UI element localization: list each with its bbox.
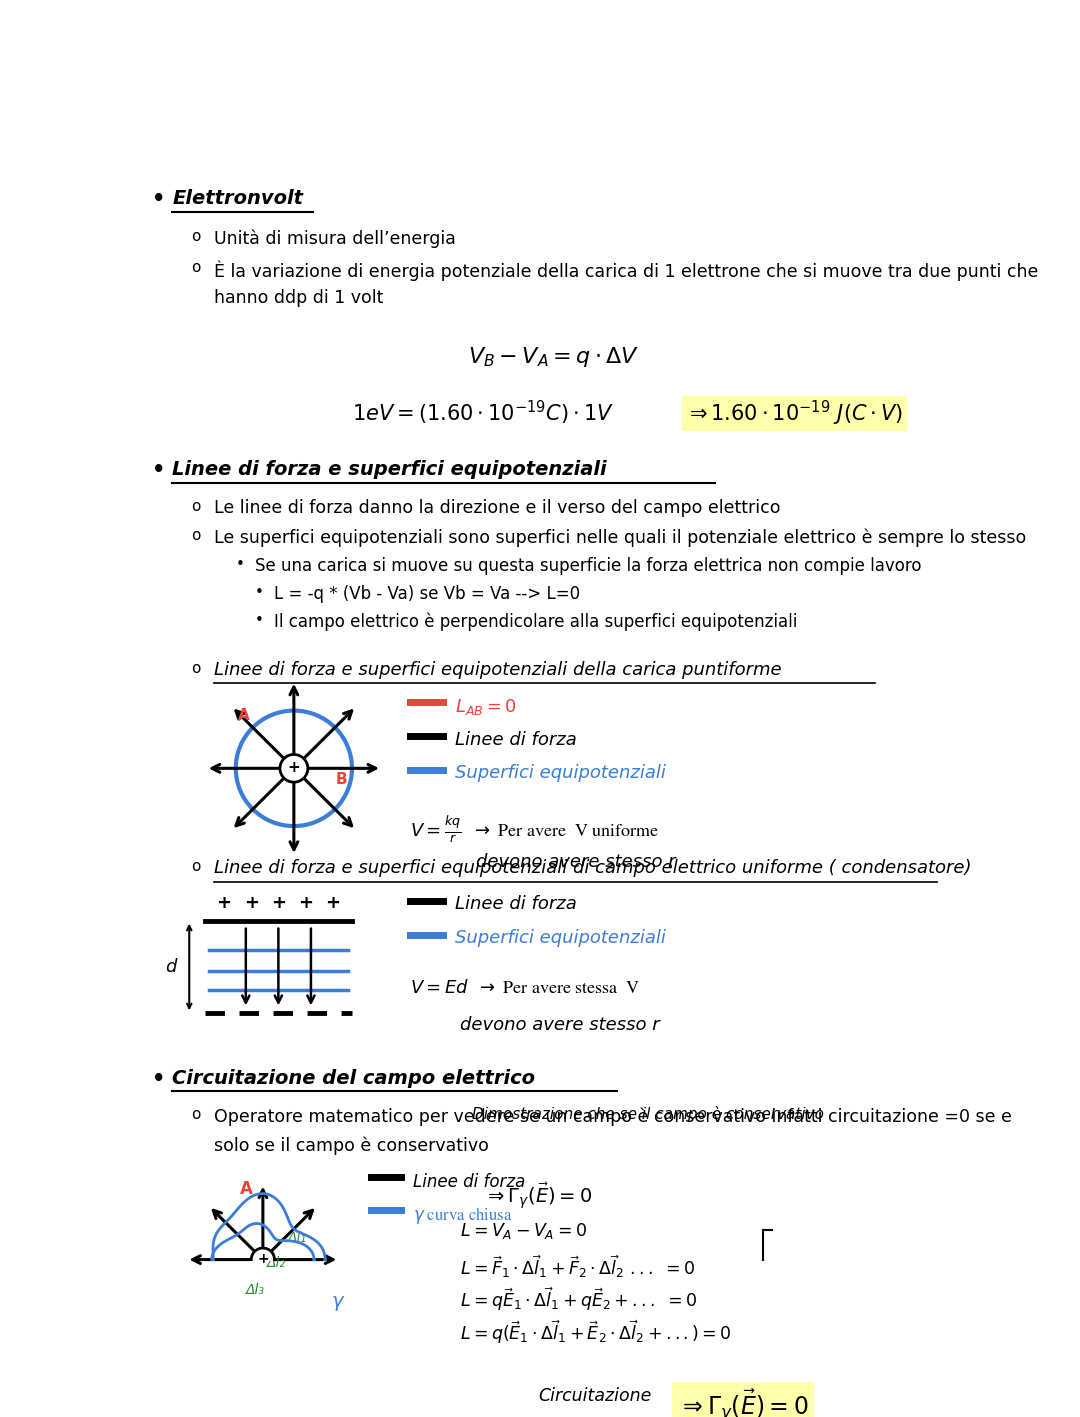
Text: A: A bbox=[240, 1180, 253, 1197]
Text: devono avere stesso r: devono avere stesso r bbox=[476, 853, 676, 871]
Text: Le linee di forza danno la direzione e il verso del campo elettrico: Le linee di forza danno la direzione e i… bbox=[214, 499, 781, 517]
Text: +: + bbox=[257, 1251, 269, 1265]
Text: +: + bbox=[287, 760, 300, 775]
Text: Il campo elettrico è perpendicolare alla superfici equipotenziali: Il campo elettrico è perpendicolare alla… bbox=[274, 612, 798, 632]
Text: o: o bbox=[191, 859, 200, 874]
Text: $V_B - V_A = q \cdot \Delta V$: $V_B - V_A = q \cdot \Delta V$ bbox=[468, 344, 639, 368]
Text: Le superfici equipotenziali sono superfici nelle quali il potenziale elettrico è: Le superfici equipotenziali sono superfi… bbox=[214, 529, 1026, 547]
Text: $\Rightarrow\Gamma_\gamma(\vec{E}) = 0$: $\Rightarrow\Gamma_\gamma(\vec{E}) = 0$ bbox=[677, 1387, 808, 1417]
Text: $L = q\vec{E}_1 \cdot \Delta\vec{l}_1 + q\vec{E}_2 + ...\ = 0$: $L = q\vec{E}_1 \cdot \Delta\vec{l}_1 + … bbox=[460, 1285, 698, 1314]
Text: $L = V_A - V_A = 0$: $L = V_A - V_A = 0$ bbox=[460, 1221, 588, 1241]
Text: +: + bbox=[271, 894, 286, 911]
Text: $L = \vec{F}_1 \cdot \Delta\vec{l}_1 + \vec{F}_2 \cdot \Delta\vec{l}_2\ ...\ = 0: $L = \vec{F}_1 \cdot \Delta\vec{l}_1 + \… bbox=[460, 1254, 696, 1280]
Text: •: • bbox=[255, 585, 264, 599]
Text: Linee di forza: Linee di forza bbox=[455, 896, 577, 914]
Text: $V = \frac{kq}{r}$  $\rightarrow$ Per avere  V uniforme: $V = \frac{kq}{r}$ $\rightarrow$ Per ave… bbox=[410, 815, 660, 845]
Text: o: o bbox=[191, 230, 200, 244]
Text: Unità di misura dell’energia: Unità di misura dell’energia bbox=[214, 230, 456, 248]
Text: Circuitazione: Circuitazione bbox=[538, 1387, 651, 1406]
Text: Linee di forza e superfici equipotenziali della carica puntiforme: Linee di forza e superfici equipotenzial… bbox=[214, 660, 782, 679]
Text: •: • bbox=[235, 557, 245, 572]
Text: Elettronvolt: Elettronvolt bbox=[172, 190, 303, 208]
Text: +: + bbox=[244, 894, 259, 911]
Text: $\Rightarrow 1.60 \cdot 10^{-19}\ J(C \cdot V)$: $\Rightarrow 1.60 \cdot 10^{-19}\ J(C \c… bbox=[685, 398, 903, 428]
Text: Superfici equipotenziali: Superfici equipotenziali bbox=[455, 765, 666, 782]
Text: $L = q(\vec{E}_1 \cdot \Delta\vec{l}_1 + \vec{E}_2 \cdot \Delta\vec{l}_2 + ...) : $L = q(\vec{E}_1 \cdot \Delta\vec{l}_1 +… bbox=[460, 1318, 732, 1346]
Text: o: o bbox=[191, 660, 200, 676]
Text: Linee di forza e superfici equipotenziali: Linee di forza e superfici equipotenzial… bbox=[172, 461, 607, 479]
Text: Δl₁: Δl₁ bbox=[287, 1231, 307, 1246]
Text: A: A bbox=[238, 708, 249, 724]
Text: $V = Ed$  $\rightarrow$ Per avere stessa  V: $V = Ed$ $\rightarrow$ Per avere stessa … bbox=[410, 979, 640, 998]
Text: •: • bbox=[152, 461, 165, 480]
Text: +: + bbox=[325, 894, 340, 911]
Text: Dimostrazione che se il campo è conservativo: Dimostrazione che se il campo è conserva… bbox=[472, 1105, 824, 1122]
Text: devono avere stesso r: devono avere stesso r bbox=[460, 1016, 660, 1034]
Text: o: o bbox=[191, 529, 200, 543]
Text: $\Rightarrow \Gamma_\gamma(\vec{E}) = 0$: $\Rightarrow \Gamma_\gamma(\vec{E}) = 0$ bbox=[484, 1180, 592, 1212]
Text: γ: γ bbox=[332, 1292, 342, 1312]
Text: B: B bbox=[336, 772, 348, 788]
Text: •: • bbox=[152, 1068, 165, 1088]
Text: •: • bbox=[152, 190, 165, 210]
Text: È la variazione di energia potenziale della carica di 1 elettrone che si muove t: È la variazione di energia potenziale de… bbox=[214, 261, 1039, 281]
Text: Δl₂: Δl₂ bbox=[267, 1257, 286, 1271]
Text: d: d bbox=[164, 958, 176, 976]
Text: Linee di forza: Linee di forza bbox=[455, 731, 577, 748]
Text: Δl₃: Δl₃ bbox=[246, 1284, 265, 1298]
Circle shape bbox=[252, 1248, 274, 1271]
Text: $1eV = (1.60 \cdot 10^{-19}C) \cdot 1V$: $1eV = (1.60 \cdot 10^{-19}C) \cdot 1V$ bbox=[352, 398, 613, 427]
Circle shape bbox=[280, 754, 308, 782]
Text: o: o bbox=[191, 499, 200, 514]
Text: L = -q * (Vb - Va) se Vb = Va --> L=0: L = -q * (Vb - Va) se Vb = Va --> L=0 bbox=[274, 585, 581, 604]
Text: hanno ddp di 1 volt: hanno ddp di 1 volt bbox=[214, 289, 383, 307]
Text: Superfici equipotenziali: Superfici equipotenziali bbox=[455, 930, 666, 947]
Text: Se una carica si muove su questa superficie la forza elettrica non compie lavoro: Se una carica si muove su questa superfi… bbox=[255, 557, 921, 575]
Text: Linee di forza e superfici equipotenziali di campo elettrico uniforme ( condensa: Linee di forza e superfici equipotenzial… bbox=[214, 859, 972, 877]
Text: $L_{AB} = 0$: $L_{AB} = 0$ bbox=[455, 697, 517, 717]
Text: Circuitazione del campo elettrico: Circuitazione del campo elettrico bbox=[172, 1068, 536, 1088]
Text: Linee di forza: Linee di forza bbox=[414, 1173, 526, 1190]
Text: o: o bbox=[191, 261, 200, 275]
Text: •: • bbox=[255, 612, 264, 628]
Text: $\gamma$ curva chiusa: $\gamma$ curva chiusa bbox=[414, 1204, 513, 1226]
Text: +: + bbox=[217, 894, 231, 911]
Text: +: + bbox=[298, 894, 313, 911]
Text: Operatore matematico per vedere se un campo è conservativo infatti circuitazione: Operatore matematico per vedere se un ca… bbox=[214, 1107, 1012, 1125]
Text: solo se il campo è conservativo: solo se il campo è conservativo bbox=[214, 1136, 489, 1155]
Text: o: o bbox=[191, 1107, 200, 1122]
